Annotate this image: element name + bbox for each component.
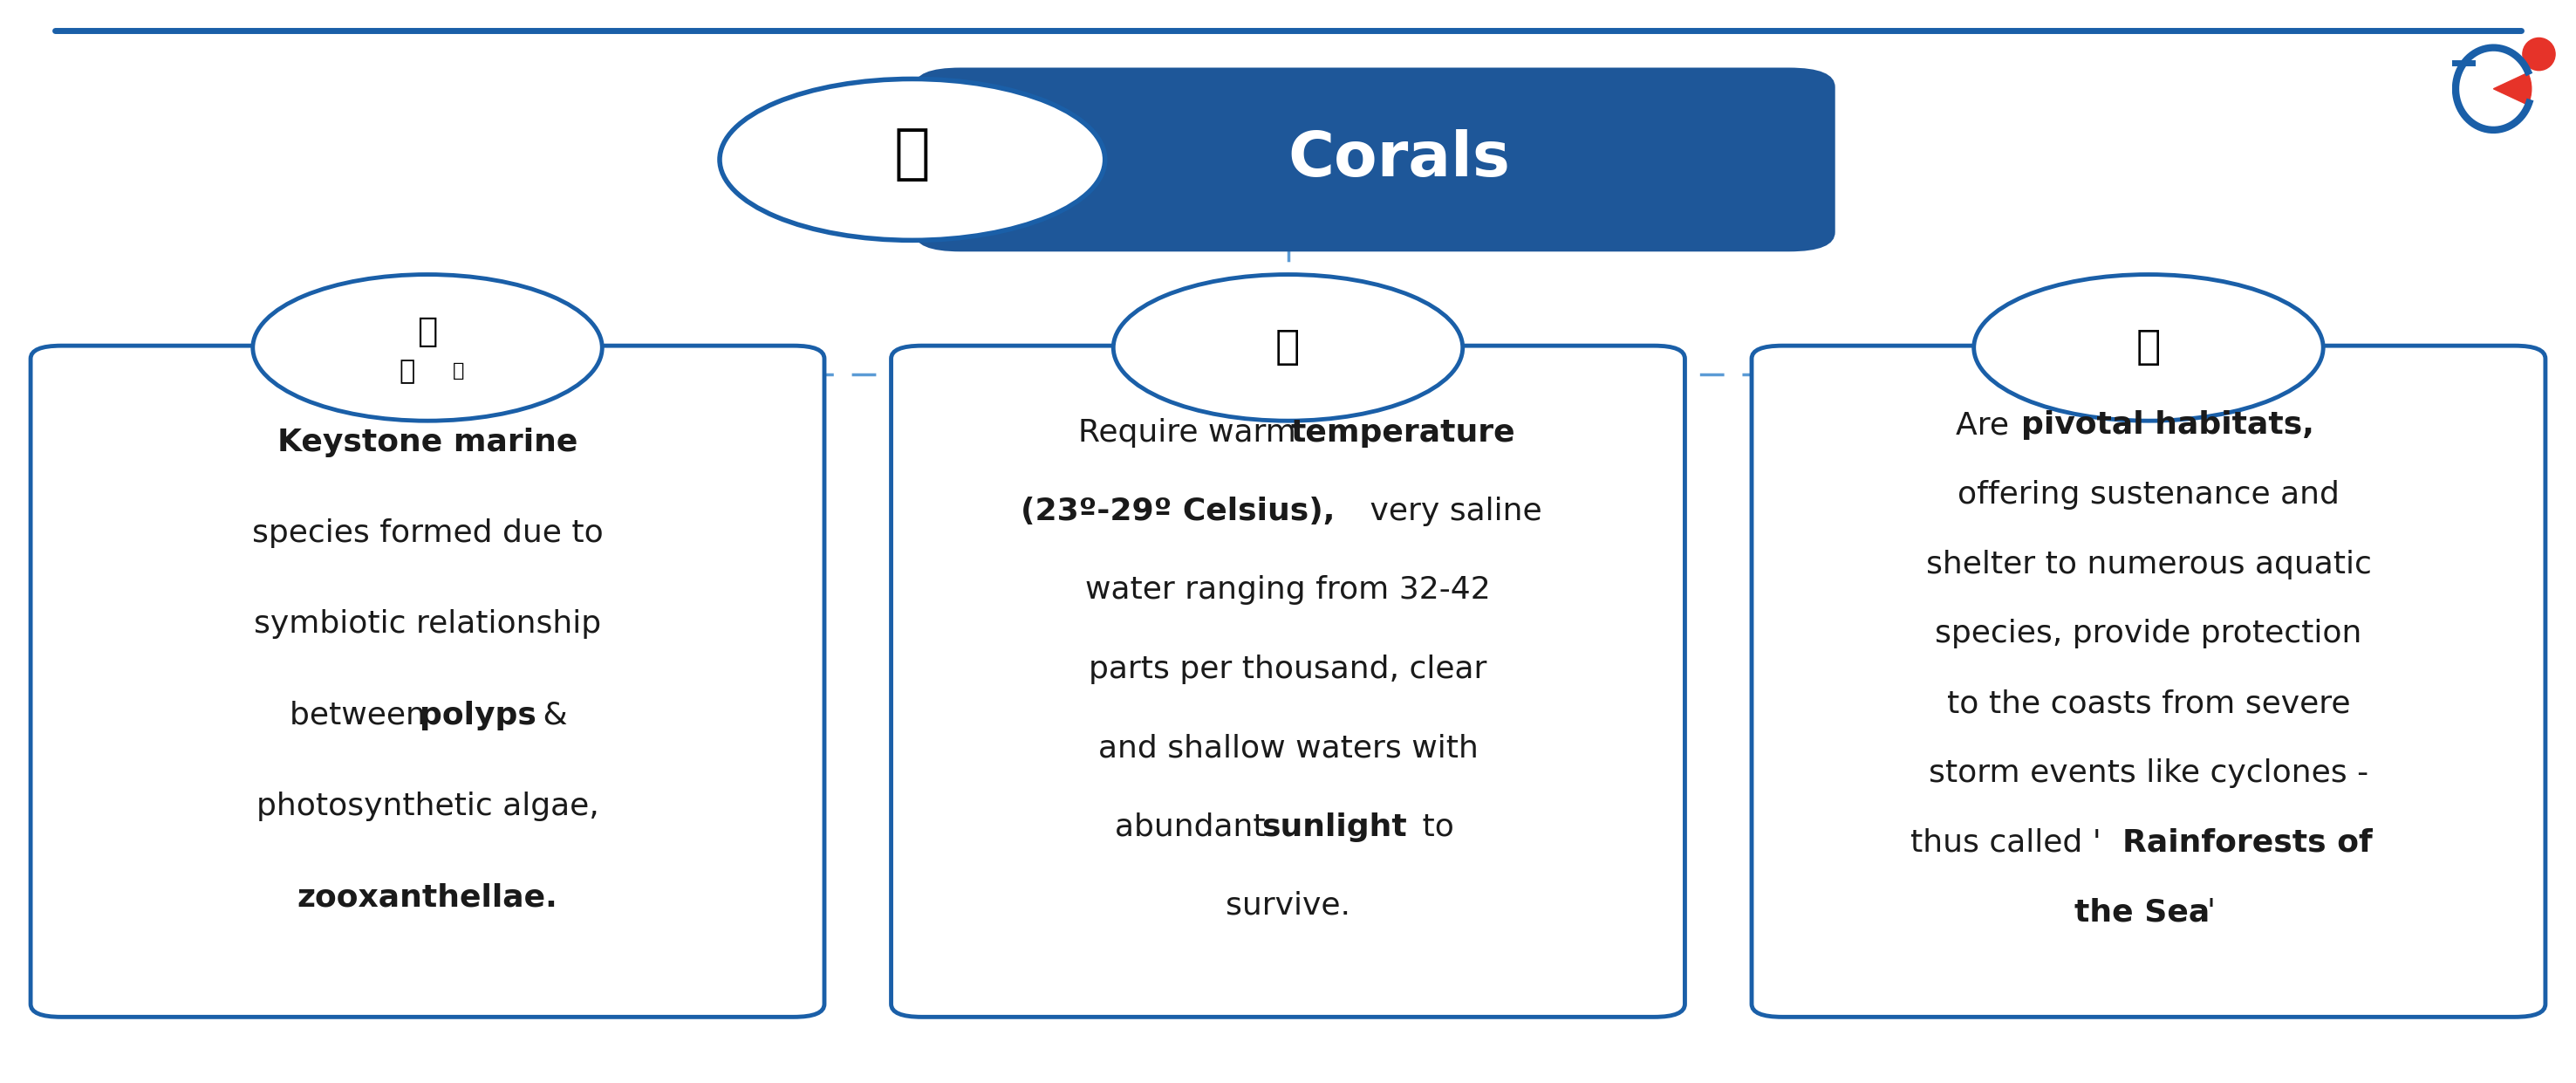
Text: 🛡️: 🛡️ [2136, 328, 2161, 367]
Circle shape [1113, 274, 1463, 421]
Wedge shape [2494, 73, 2532, 105]
Text: pivotal habitats,: pivotal habitats, [2022, 410, 2313, 440]
Text: 🐠: 🐠 [417, 315, 438, 348]
Text: photosynthetic algae,: photosynthetic algae, [255, 792, 598, 821]
Text: Keystone marine: Keystone marine [278, 428, 577, 457]
Circle shape [719, 79, 1105, 240]
Text: very saline: very saline [1360, 496, 1540, 526]
Text: thus called ': thus called ' [1911, 827, 2102, 858]
Circle shape [252, 274, 603, 421]
Text: (23º-29º Celsius),: (23º-29º Celsius), [1020, 496, 1334, 526]
Text: offering sustenance and: offering sustenance and [1958, 480, 2339, 509]
Text: between: between [289, 701, 435, 730]
Text: shelter to numerous aquatic: shelter to numerous aquatic [1927, 549, 2372, 579]
Text: temperature: temperature [1291, 418, 1515, 447]
Text: &: & [533, 701, 567, 730]
Text: ⭐: ⭐ [453, 363, 464, 380]
Text: Are: Are [1955, 410, 2020, 440]
Text: symbiotic relationship: symbiotic relationship [255, 610, 600, 639]
Text: polyps: polyps [420, 701, 536, 730]
Text: the Sea: the Sea [2074, 898, 2210, 927]
Text: survive.: survive. [1226, 891, 1350, 921]
Text: 🪸: 🪸 [894, 125, 930, 183]
Text: Require warm: Require warm [1079, 418, 1306, 447]
FancyBboxPatch shape [914, 67, 1834, 251]
FancyBboxPatch shape [1752, 345, 2545, 1017]
Text: Rainforests of: Rainforests of [2123, 827, 2372, 858]
Text: sunlight: sunlight [1262, 812, 1406, 841]
Circle shape [1973, 274, 2324, 421]
Text: zooxanthellae.: zooxanthellae. [296, 883, 559, 912]
Text: storm events like cyclones -: storm events like cyclones - [1929, 758, 2367, 788]
FancyBboxPatch shape [31, 345, 824, 1017]
Text: abundant: abundant [1115, 812, 1275, 841]
Text: parts per thousand, clear: parts per thousand, clear [1090, 654, 1486, 684]
FancyBboxPatch shape [891, 345, 1685, 1017]
Text: species, provide protection: species, provide protection [1935, 619, 2362, 649]
Text: to the coasts from severe: to the coasts from severe [1947, 689, 2349, 718]
Text: and shallow waters with: and shallow waters with [1097, 733, 1479, 762]
Text: water ranging from 32-42: water ranging from 32-42 [1084, 575, 1492, 605]
Text: Corals: Corals [1288, 130, 1510, 190]
Text: ': ' [2205, 898, 2215, 927]
Circle shape [2522, 38, 2555, 70]
Text: to: to [1412, 812, 1455, 841]
Text: species formed due to: species formed due to [252, 519, 603, 548]
Text: 🌡️: 🌡️ [1275, 328, 1301, 367]
Text: 🌿: 🌿 [399, 358, 415, 384]
